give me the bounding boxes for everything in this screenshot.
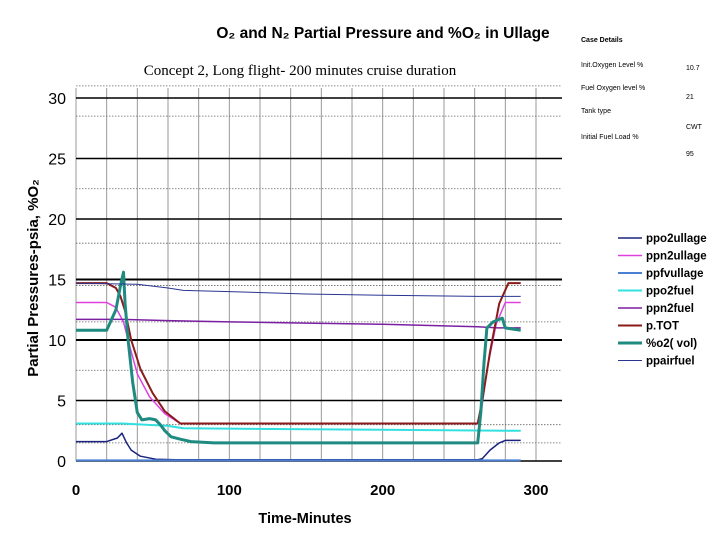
y-tick-label: 20 [48,212,66,229]
legend-label: p.TOT [646,321,679,333]
case-detail-label: Initial Fuel Load % [581,134,639,141]
series-line-ppo2fuel [76,422,521,432]
legend-label: ppo2fuel [646,286,694,298]
x-tick-label: 300 [523,482,548,499]
legend-label: ppairfuel [646,356,695,368]
case-detail-value: 10.7 [686,65,700,72]
y-tick-label: 30 [48,91,66,108]
y-tick-label: 15 [48,273,66,290]
series-line-p-tot [76,282,521,425]
legend-label: %o2( vol) [646,338,697,350]
case-detail-label: Init.Oxygen Level % [581,62,643,69]
legend-label: ppo2ullage [646,233,707,245]
case-detail-value: CWT [686,124,703,131]
legend-label: ppn2ullage [646,251,707,263]
chart-subtitle: Concept 2, Long flight- 200 minutes crui… [144,63,457,79]
chart-title: O₂ and N₂ Partial Pressure and %O₂ in Ul… [216,25,550,42]
x-tick-label: 200 [370,482,395,499]
legend-label: ppfvullage [646,268,704,280]
series-line-ppairfuel [75,282,521,297]
case-detail-value: 21 [686,94,694,101]
y-axis-label: Partial Pressures-psia, %O₂ [25,179,42,377]
x-tick-label: 100 [217,482,242,499]
case-details-panel: Case Details Init.Oxygen Level % 10.7 Fu… [581,37,703,158]
case-detail-label: Fuel Oxygen level % [581,85,645,92]
grid [75,85,562,462]
series-line-ppo2ullage [76,432,521,461]
x-tick-label: 0 [72,482,80,499]
y-tick-label: 5 [57,394,66,411]
legend: ppo2ullage ppn2ullage ppfvullage ppo2fuel pp… [618,233,707,368]
case-detail-value: 95 [686,151,694,158]
y-tick-label: 0 [57,454,66,471]
y-tick-label: 10 [48,333,66,350]
case-detail-label: Tank type [581,108,611,115]
series-group [75,270,521,462]
series-line-ppn2fuel [76,318,521,329]
case-details-heading: Case Details [581,37,623,44]
y-tick-label: 25 [48,152,66,169]
x-axis-label: Time-Minutes [258,511,351,527]
series-line--o2-vol- [76,270,521,445]
legend-label: ppn2fuel [646,303,694,315]
